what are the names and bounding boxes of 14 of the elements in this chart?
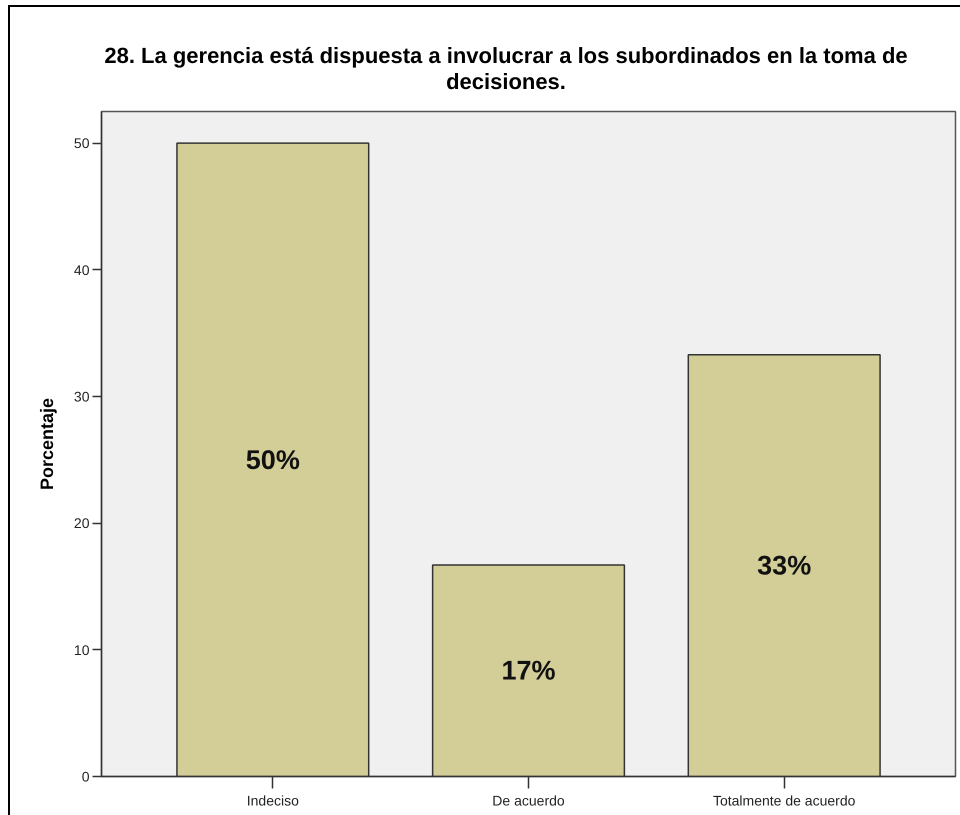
data-label: 50% <box>246 444 300 475</box>
y-tick-label: 10 <box>74 642 90 658</box>
y-axis-title: Porcentaje <box>36 398 57 490</box>
data-label: 17% <box>501 656 556 686</box>
y-tick-label: 0 <box>82 768 90 784</box>
x-tick-label: Indeciso <box>246 792 300 808</box>
data-label: 33% <box>757 550 812 581</box>
y-tick-label: 50 <box>74 135 90 152</box>
y-tick-label: 20 <box>74 515 90 532</box>
y-tick-label: 40 <box>74 262 90 278</box>
x-tick-label: De acuerdo <box>492 792 565 808</box>
y-tick-label: 30 <box>74 388 90 404</box>
x-tick-label: Totalmente de acuerdo <box>712 792 856 808</box>
chart-title: 28. La gerencia está dispuesta a involucrar a los subordinados en la toma de decisiones. <box>104 43 908 95</box>
